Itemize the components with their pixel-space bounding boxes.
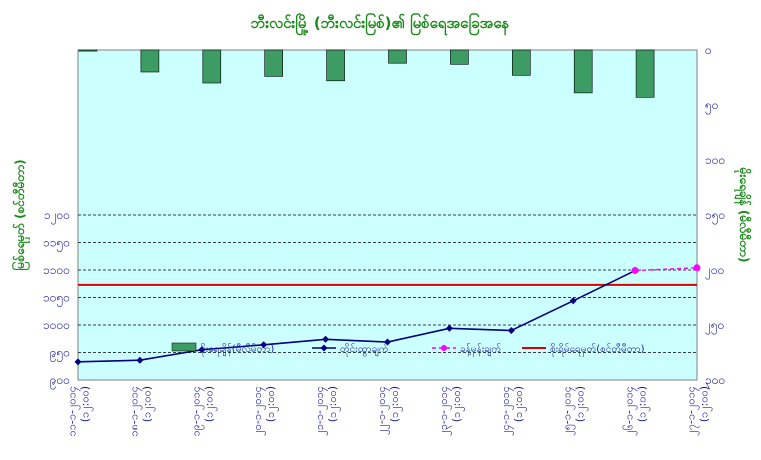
x-tick-label: ၁၁-၁-၂၀၁၄ (၁၂:၀၀) bbox=[66, 386, 94, 436]
x-tick-label-line: ၁၈-၁-၂၀၁၄ bbox=[127, 386, 142, 437]
observed-line bbox=[77, 269, 636, 363]
x-tick-label: ၂၂-၁-၂၀၁၄ (၁၂:၀၀) bbox=[375, 386, 403, 435]
x-tick-label-line: ၂၃-၁-၂၀၁၄ bbox=[437, 386, 452, 436]
observed-point bbox=[260, 341, 268, 349]
rainfall-bar bbox=[511, 49, 531, 76]
observed-point bbox=[569, 297, 577, 305]
left-tick-label: ၁၀၀၀ bbox=[43, 318, 70, 332]
x-tick-label: ၂၄-၁-၂၀၁၄ (၁၂:၀၀) bbox=[499, 386, 527, 436]
legend-marker-observed bbox=[320, 344, 328, 352]
right-tick-label: ၁၀၀ bbox=[705, 153, 725, 167]
left-tick-label: ၁၁၀၀ bbox=[43, 263, 70, 277]
x-tick-label: ၂၀-၁-၂၀၁၄ (၁၂:၀၀) bbox=[251, 386, 279, 436]
legend-label: တိုင်းထွာချက် bbox=[340, 342, 389, 357]
x-tick-label-line: ၂၂-၁-၂၀၁၄ bbox=[375, 386, 390, 435]
x-tick-label-line: (၁၂:၀၀) bbox=[388, 386, 403, 422]
forecast-point bbox=[693, 264, 701, 272]
observed-point bbox=[445, 324, 453, 332]
right-tick-label: ၁၅၀ bbox=[705, 208, 725, 225]
legend-item: တိုင်းထွာချက် bbox=[312, 342, 389, 357]
x-tick-label: ၁၉-၁-၂၀၁၄ (၁၂:၀၀) bbox=[189, 386, 217, 436]
right-tick-label: ၅၀ bbox=[705, 98, 719, 115]
legend: မိုးရေချိန်(မီလီမီတာ) တိုင်းထွာချက် ခန့်မှ… bbox=[171, 342, 645, 357]
right-tick-label: ၃၀၀ bbox=[705, 373, 725, 390]
x-tick-label-line: ၁၁-၁-၂၀၁၄ bbox=[66, 386, 81, 436]
x-tick-label-line: ၂၁-၁-၂၀၁၄ bbox=[313, 386, 328, 436]
rainfall-bars bbox=[78, 49, 655, 98]
x-tick-label-line: (၁၂:၀၀) bbox=[326, 386, 341, 422]
x-tick-label: ၂၅-၁-၂၀၁၄ (၁၂:၀၀) bbox=[561, 386, 589, 436]
right-tick-label: ၂၀၀ bbox=[705, 263, 724, 280]
observed-point bbox=[507, 327, 515, 334]
x-tick-label-line: (၁၂:၀၀) bbox=[264, 386, 279, 422]
x-tick-label: ၂၁-၁-၂၀၁၄ (၁၂:၀၀) bbox=[313, 386, 341, 436]
x-tick-label-line: ၂၇-၁-၂၀၁၄ bbox=[685, 386, 700, 436]
x-tick-label-line: (၁၂:၀၀) bbox=[698, 386, 713, 422]
observed-point bbox=[136, 356, 144, 364]
x-tick-label-line: ၂၆-၁-၂၀၁၄ bbox=[623, 386, 638, 436]
left-tick-label: ၉၅၀ bbox=[50, 346, 70, 363]
x-tick-label-line: ၂၄-၁-၂၀၁၄ bbox=[499, 386, 514, 436]
x-tick-label-line: (၁၂:၀၀) bbox=[140, 386, 155, 422]
legend-item: မိုးရေချိန်(မီလီမီတာ) bbox=[171, 342, 274, 357]
right-tick-label: ၂၅၀ bbox=[705, 318, 724, 335]
line-series bbox=[74, 264, 701, 366]
observed-point bbox=[198, 346, 206, 354]
x-tick-label-line: ၂၀-၁-၂၀၁၄ bbox=[251, 386, 266, 436]
observed-point bbox=[322, 335, 330, 343]
observed-point bbox=[384, 338, 391, 346]
rainfall-bar bbox=[635, 49, 655, 98]
x-tick-label: ၂၆-၁-၂၀၁၄ (၁၂:၀၀) bbox=[623, 386, 651, 436]
x-tick-label-line: (၁၂:၀၀) bbox=[512, 386, 527, 422]
x-tick-label-line: (၁၂:၀၀) bbox=[450, 386, 465, 422]
legend-item: စိုးရိမ်ရေမှတ်(စင်တီမီတာ) bbox=[522, 342, 645, 357]
x-tick-label: ၁၈-၁-၂၀၁၄ (၁၂:၀၀) bbox=[127, 386, 155, 437]
x-tick-label: ၂၇-၁-၂၀၁၄ (၁၂:၀၀) bbox=[685, 386, 713, 436]
left-tick-label: ၁၂၀၀ bbox=[44, 208, 70, 225]
x-tick-label: ၂၃-၁-၂၀၁၄ (၁၂:၀၀) bbox=[437, 386, 465, 436]
rainfall-bar bbox=[450, 49, 469, 65]
legend-label: စိုးရိမ်ရေမှတ်(စင်တီမီတာ) bbox=[550, 342, 645, 357]
rainfall-bar bbox=[573, 49, 593, 94]
gridlines bbox=[78, 214, 697, 353]
forecast-point bbox=[631, 267, 639, 275]
left-tick-label: ၁၁၅၀ bbox=[43, 236, 70, 253]
rainfall-bar bbox=[264, 49, 284, 77]
x-tick-label-line: (၁၂:၀၀) bbox=[79, 386, 94, 422]
left-tick-label: ၁၀၅၀ bbox=[43, 291, 70, 308]
x-axis-ticks: ၁၁-၁-၂၀၁၄ (၁၂:၀၀) ၁၈-၁-၂၀၁၄ (၁၂:၀၀) ၁၉-၁-၂၀၁… bbox=[66, 386, 713, 437]
legend-label: မိုးရေချိန်(မီလီမီတာ) bbox=[200, 342, 274, 357]
legend-item: ခန့်မှန်းချက် bbox=[432, 342, 501, 357]
forecast-line bbox=[635, 267, 698, 272]
observed-point bbox=[74, 358, 82, 366]
right-axis-label: မိုးရေချိန် (မီလီမီတာ) bbox=[733, 167, 753, 263]
legend-marker-forecast bbox=[441, 345, 447, 351]
left-axis-ticks: ၉၀၀ ၉၅၀ ၁၀၀၀ ၁၀၅၀ ၁၁၀၀ ၁၁၅၀ ၁၂၀၀ bbox=[43, 208, 70, 390]
x-tick-label-line: (၁၂:၀၀) bbox=[636, 386, 651, 422]
rainfall-bar bbox=[78, 49, 98, 52]
legend-swatch-rainfall bbox=[171, 342, 197, 352]
x-tick-label-line: (၁၂:၀၀) bbox=[202, 386, 217, 422]
right-tick-label: ၀ bbox=[705, 43, 712, 57]
rainfall-bar bbox=[202, 49, 222, 84]
x-tick-label-line: ၂၅-၁-၂၀၁၄ bbox=[561, 386, 576, 436]
rainfall-bar bbox=[326, 49, 345, 82]
left-tick-label: ၉၀၀ bbox=[50, 373, 70, 390]
left-axis-label: မြစ်ရေမှတ် (စင်တီမီတာ) bbox=[10, 159, 31, 270]
x-tick-label-line: ၁၉-၁-၂၀၁၄ bbox=[189, 386, 204, 436]
rainfall-bar bbox=[140, 49, 160, 73]
x-tick-label-line: (၁၂:၀၀) bbox=[574, 386, 589, 422]
legend-label: ခန့်မှန်းချက် bbox=[460, 342, 501, 357]
rainfall-bar bbox=[388, 49, 407, 64]
